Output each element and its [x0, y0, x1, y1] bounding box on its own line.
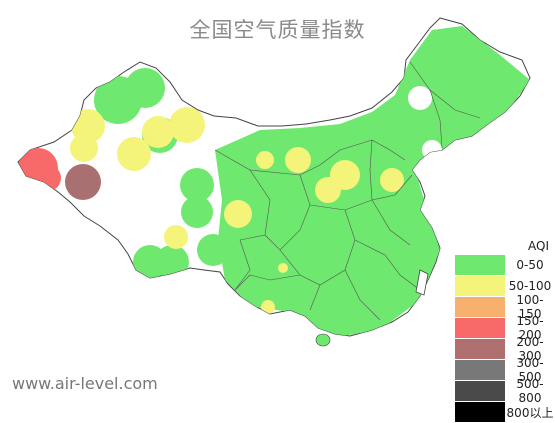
legend-item: 300-500 — [455, 356, 555, 384]
legend-swatch — [455, 318, 505, 338]
aqi-zone-west-5 — [181, 196, 213, 228]
legend-title: AQI — [528, 239, 549, 253]
legend-swatch — [455, 360, 505, 380]
aqi-zone-moderate-4 — [142, 116, 174, 148]
island-hainan — [315, 333, 331, 347]
legend-item: 800以上 — [455, 402, 555, 423]
map-title: 全国空气质量指数 — [189, 18, 366, 42]
legend-label: 50-100 — [508, 279, 552, 293]
aqi-zone-moderate-12 — [380, 168, 404, 192]
aqi-zone-moderate-2 — [70, 134, 98, 162]
province-borders — [214, 61, 481, 321]
aqi-zone-moderate-5 — [169, 107, 205, 143]
legend-label: 300-500 — [516, 356, 544, 384]
legend-label: 100-150 — [516, 293, 544, 321]
legend-label: 200-300 — [516, 335, 544, 363]
no-data-gap-1 — [422, 140, 442, 160]
aqi-zone-moderate-13 — [261, 300, 275, 314]
legend-label: 0-50 — [516, 258, 544, 272]
aqi-zone-west-2 — [125, 68, 165, 108]
legend-swatch — [455, 381, 505, 401]
aqi-zone-moderate-14 — [278, 263, 288, 273]
legend-rows: 0-50 50-100 100-150 150-200 200-300 300-500 50… — [455, 255, 555, 423]
aqi-coverage — [18, 26, 530, 336]
island-taiwan — [415, 269, 429, 296]
legend-label: 150-200 — [516, 314, 544, 342]
legend-item: 50-100 — [455, 276, 555, 297]
legend-label: 800以上 — [506, 405, 554, 420]
aqi-legend: AQI 0-50 50-100 100-150 150-200 200-300 300-5… — [455, 237, 555, 423]
aqi-zone-moderate-8 — [256, 151, 274, 169]
no-data-gap-2 — [408, 86, 432, 110]
legend-item: 500-800 — [455, 377, 555, 405]
legend-swatch — [455, 255, 505, 275]
legend-swatch — [455, 276, 505, 296]
legend-item: 150-200 — [455, 314, 555, 342]
legend-item: 100-150 — [455, 293, 555, 321]
aqi-zone-moderate-1 — [71, 109, 105, 143]
china-aqi-map — [17, 17, 531, 347]
aqi-zone-moderate-3 — [117, 137, 151, 171]
legend-item: 0-50 — [455, 255, 555, 276]
aqi-zone-unhealthy-2 — [35, 165, 61, 191]
aqi-zone-moderate-6 — [224, 200, 252, 228]
legend-swatch — [455, 339, 505, 359]
aqi-zone-east — [215, 26, 530, 336]
legend-label: 500-800 — [516, 377, 544, 405]
watermark-url: www.air-level.com — [12, 374, 158, 393]
aqi-zone-moderate-7 — [164, 225, 188, 249]
legend-item: 200-300 — [455, 335, 555, 363]
legend-swatch — [455, 297, 505, 317]
aqi-zone-west-6 — [197, 234, 229, 266]
aqi-zone-west-8 — [155, 245, 189, 279]
aqi-zone-very-unhealthy — [65, 164, 101, 200]
legend-swatch — [455, 402, 505, 422]
aqi-zone-west-4 — [180, 168, 214, 202]
aqi-zone-moderate-11 — [315, 177, 341, 203]
aqi-zone-moderate-9 — [285, 147, 311, 173]
